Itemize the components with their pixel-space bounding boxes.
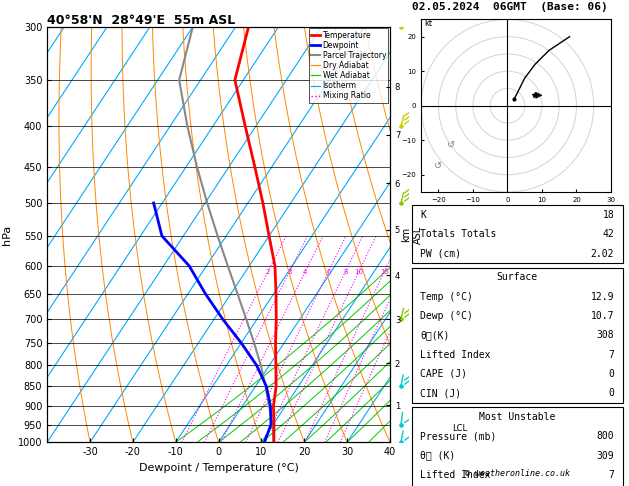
Text: K: K: [420, 210, 426, 220]
Y-axis label: km
ASL: km ASL: [401, 226, 423, 243]
Text: 309: 309: [597, 451, 615, 461]
X-axis label: Dewpoint / Temperature (°C): Dewpoint / Temperature (°C): [138, 463, 299, 473]
Text: 2.02: 2.02: [591, 249, 615, 259]
Text: 10.7: 10.7: [591, 311, 615, 321]
Text: 10: 10: [354, 269, 364, 275]
Text: 800: 800: [597, 431, 615, 441]
Y-axis label: hPa: hPa: [3, 225, 12, 244]
Text: 42: 42: [603, 229, 615, 240]
Text: 7: 7: [608, 470, 615, 480]
Bar: [412, 206, 623, 263]
Text: $\circlearrowleft$: $\circlearrowleft$: [445, 139, 457, 149]
Text: 15: 15: [380, 269, 389, 275]
Bar: [412, 407, 623, 486]
Legend: Temperature, Dewpoint, Parcel Trajectory, Dry Adiabat, Wet Adiabat, Isotherm, Mi: Temperature, Dewpoint, Parcel Trajectory…: [309, 28, 389, 103]
Text: 2: 2: [266, 269, 270, 275]
Text: θᴄ(K): θᴄ(K): [420, 330, 450, 340]
Text: LCL: LCL: [452, 424, 467, 433]
Text: 0: 0: [608, 369, 615, 379]
Text: 8: 8: [343, 269, 348, 275]
Text: Lifted Index: Lifted Index: [420, 349, 491, 360]
Text: 6: 6: [326, 269, 331, 275]
Text: Lifted Index: Lifted Index: [420, 470, 491, 480]
Text: Surface: Surface: [497, 272, 538, 282]
Text: CIN (J): CIN (J): [420, 388, 462, 399]
Text: 4: 4: [303, 269, 308, 275]
Text: CAPE (J): CAPE (J): [420, 369, 467, 379]
Text: 02.05.2024  06GMT  (Base: 06): 02.05.2024 06GMT (Base: 06): [412, 2, 608, 13]
Text: Temp (°C): Temp (°C): [420, 292, 473, 302]
Text: Totals Totals: Totals Totals: [420, 229, 497, 240]
Text: 12.9: 12.9: [591, 292, 615, 302]
Text: 3: 3: [287, 269, 292, 275]
Text: θᴄ (K): θᴄ (K): [420, 451, 455, 461]
Text: PW (cm): PW (cm): [420, 249, 462, 259]
Text: 18: 18: [603, 210, 615, 220]
Text: Dewp (°C): Dewp (°C): [420, 311, 473, 321]
Text: 0: 0: [608, 388, 615, 399]
Bar: [412, 268, 623, 403]
Text: Pressure (mb): Pressure (mb): [420, 431, 497, 441]
Text: © weatheronline.co.uk: © weatheronline.co.uk: [465, 469, 570, 478]
Text: 40°58'N  28°49'E  55m ASL: 40°58'N 28°49'E 55m ASL: [47, 14, 235, 27]
Text: kt: kt: [425, 19, 433, 28]
Text: $\circlearrowleft$: $\circlearrowleft$: [431, 160, 443, 170]
Text: 308: 308: [597, 330, 615, 340]
Text: Most Unstable: Most Unstable: [479, 412, 555, 422]
Text: 7: 7: [608, 349, 615, 360]
